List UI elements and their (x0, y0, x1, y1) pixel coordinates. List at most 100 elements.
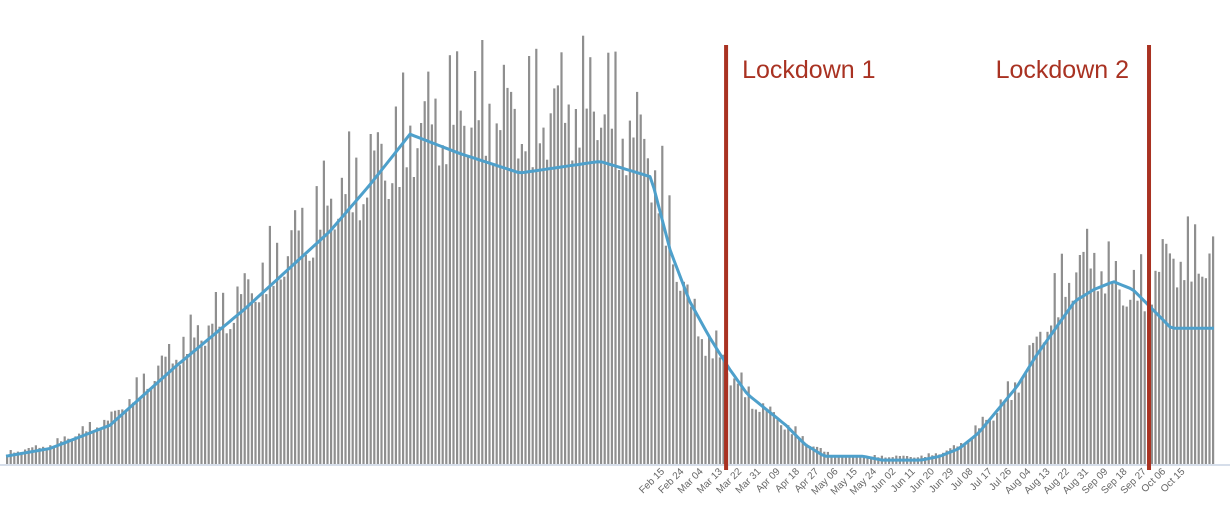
daily-bar (409, 125, 412, 464)
daily-bar (1078, 255, 1081, 464)
daily-bar (6, 454, 9, 464)
daily-bar (31, 447, 34, 464)
daily-bar (243, 273, 246, 464)
daily-bar (1046, 331, 1049, 464)
daily-bar (168, 344, 171, 464)
daily-bar (1111, 282, 1114, 464)
daily-bar (1172, 258, 1175, 464)
daily-bar (474, 71, 477, 464)
daily-bar (1100, 271, 1103, 464)
daily-bar (646, 158, 649, 465)
daily-bar (1201, 276, 1204, 464)
daily-bar (700, 339, 703, 464)
daily-bar (225, 333, 228, 464)
daily-bar (708, 335, 711, 464)
daily-bar (492, 165, 495, 464)
daily-bar (117, 409, 120, 464)
daily-bar (985, 419, 988, 464)
daily-bar (315, 186, 318, 464)
daily-bar (142, 373, 145, 464)
daily-bar (837, 456, 840, 464)
daily-bar (13, 452, 16, 464)
daily-bar (222, 292, 225, 464)
daily-bar (852, 456, 855, 464)
daily-bar (171, 363, 174, 464)
daily-bar (16, 451, 19, 464)
daily-bar (643, 138, 646, 464)
daily-bar (1064, 296, 1067, 464)
daily-bar (978, 428, 981, 464)
daily-bar (358, 220, 361, 464)
daily-bar (340, 177, 343, 465)
daily-bar (1104, 293, 1107, 464)
daily-bar (1071, 300, 1074, 464)
daily-bar (420, 123, 423, 464)
daily-bar (49, 445, 52, 464)
daily-bar (722, 354, 725, 464)
daily-bar (762, 403, 765, 464)
daily-bar (517, 158, 520, 464)
daily-bar (45, 448, 48, 464)
daily-bar (794, 426, 797, 464)
daily-bar (636, 91, 639, 465)
daily-bar (135, 377, 138, 464)
daily-bar (56, 438, 59, 464)
daily-bar (366, 197, 369, 464)
daily-bar (823, 451, 826, 464)
daily-bar (430, 124, 433, 465)
lockdown-1-label: Lockdown 1 (742, 56, 875, 84)
daily-bar (747, 386, 750, 464)
daily-bar (103, 419, 106, 464)
daily-bar (1154, 270, 1157, 464)
daily-bar (27, 448, 30, 464)
daily-bar (556, 85, 559, 465)
daily-bar (258, 302, 261, 464)
daily-bar (765, 409, 768, 464)
daily-bar (42, 446, 45, 464)
daily-bar (186, 354, 189, 464)
daily-bar (693, 298, 696, 464)
daily-bar (207, 325, 210, 464)
daily-bar (1028, 345, 1031, 464)
daily-bar (178, 365, 181, 464)
daily-bar (416, 148, 419, 464)
daily-bar (866, 456, 869, 464)
daily-bar (1107, 241, 1110, 464)
daily-bar (1057, 317, 1060, 464)
daily-bar (744, 397, 747, 464)
daily-bar (200, 340, 203, 464)
daily-bar (510, 91, 513, 465)
daily-bar (121, 409, 124, 464)
daily-bar (1158, 271, 1161, 464)
daily-bar (729, 385, 732, 464)
daily-bar (452, 124, 455, 465)
daily-bar (85, 431, 88, 464)
daily-bar (326, 205, 329, 464)
daily-bar (394, 106, 397, 464)
daily-bar (362, 204, 365, 464)
daily-bar (855, 456, 858, 464)
daily-bar (1032, 342, 1035, 464)
daily-bar (1006, 381, 1009, 464)
daily-bar (830, 455, 833, 464)
daily-bar (398, 187, 401, 464)
daily-bar (848, 455, 851, 464)
daily-bar (74, 436, 77, 464)
daily-bar (344, 194, 347, 464)
daily-bar (470, 127, 473, 464)
daily-bar (798, 438, 801, 464)
daily-bar (675, 281, 678, 464)
daily-bar (704, 355, 707, 464)
daily-bar (1010, 400, 1013, 464)
daily-bar (1183, 280, 1186, 464)
daily-bar (679, 290, 682, 464)
daily-bar (312, 257, 315, 464)
daily-bar (448, 55, 451, 464)
daily-bar (1118, 289, 1121, 464)
daily-bar (1068, 282, 1071, 464)
daily-bar (369, 134, 372, 464)
daily-bar (650, 202, 653, 464)
daily-bar (459, 110, 462, 464)
daily-bar (294, 210, 297, 464)
daily-bar (211, 323, 214, 464)
